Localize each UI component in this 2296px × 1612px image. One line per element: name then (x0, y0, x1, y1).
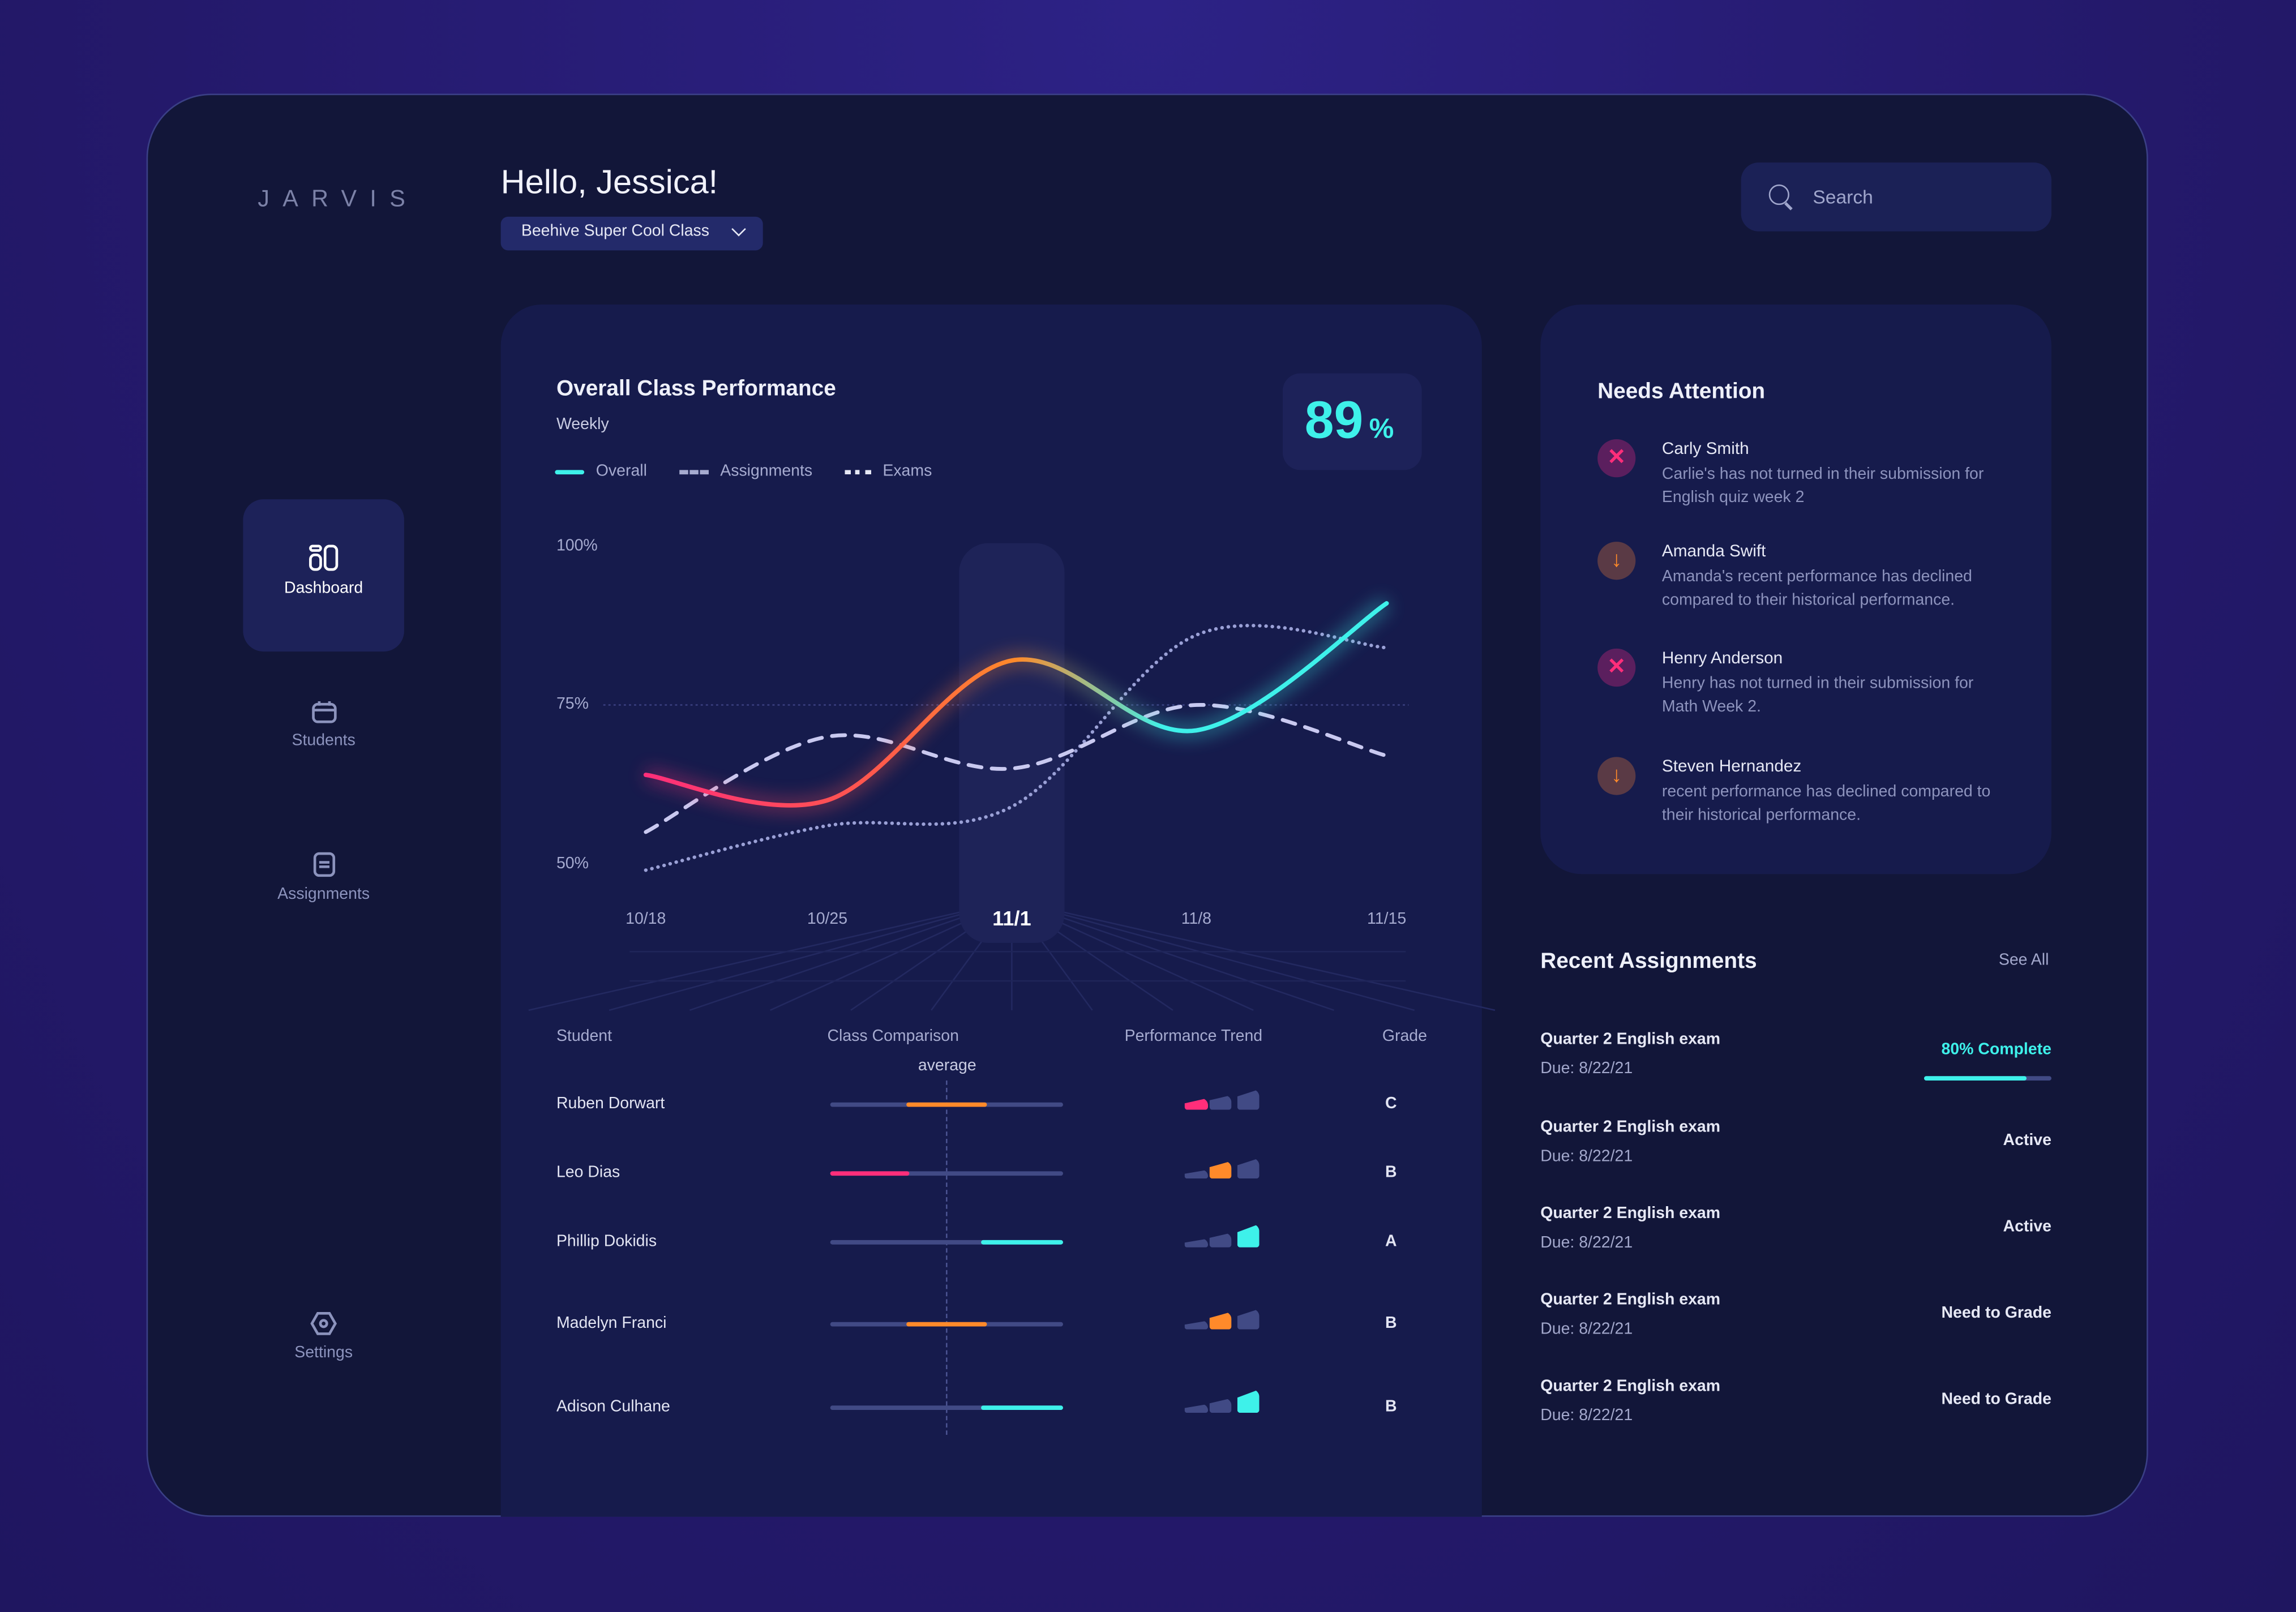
comparison-bar (907, 1103, 986, 1107)
table-header: Grade (1382, 1028, 1427, 1045)
assignment-status: Need to Grade (1817, 1391, 2051, 1408)
assignment-title: Quarter 2 English exam (1540, 1118, 1720, 1136)
assignment-title: Quarter 2 English exam (1540, 1291, 1720, 1309)
y-tick-label: 75% (556, 696, 589, 713)
assignment-title: Quarter 2 English exam (1540, 1378, 1720, 1395)
attention-description: recent performance has declined compared… (1662, 782, 2014, 827)
assignment-due: Due: 8/22/21 (1540, 1321, 1633, 1338)
grade: C (1385, 1095, 1397, 1113)
recent-assignments-title: Recent Assignments (1540, 949, 1757, 974)
highlight-column[interactable] (959, 543, 1064, 943)
attention-student-name[interactable]: Amanda Swift (1662, 543, 1766, 561)
student-name: Ruben Dorwart (556, 1095, 665, 1113)
average-label: average (918, 1057, 976, 1075)
attention-student-name[interactable]: Carly Smith (1662, 441, 1749, 458)
y-tick-label: 50% (556, 855, 589, 873)
assignment-due: Due: 8/22/21 (1540, 1148, 1633, 1165)
table-header: Student (556, 1028, 612, 1045)
assignment-status: Active (1817, 1218, 2051, 1236)
needs-attention-title: Needs Attention (1597, 379, 1765, 404)
see-all-link[interactable]: See All (1999, 951, 2049, 969)
student-name: Leo Dias (556, 1164, 620, 1181)
comparison-bar (982, 1405, 1063, 1410)
arrow-down-icon: ↓ (1597, 542, 1635, 580)
assignment-due: Due: 8/22/21 (1540, 1234, 1633, 1252)
comparison-bar (907, 1322, 986, 1327)
progress-fill (1924, 1076, 2026, 1081)
floor-grid-line (529, 901, 1012, 1010)
attention-description: Henry has not turned in their submission… (1662, 674, 2014, 719)
assignment-title: Quarter 2 English exam (1540, 1205, 1720, 1223)
x-tick-label: 10/18 (602, 911, 689, 928)
assignment-status: Need to Grade (1817, 1305, 2051, 1322)
grade: B (1385, 1164, 1397, 1181)
table-header: Performance Trend (1125, 1028, 1263, 1045)
comparison-bar (830, 1171, 910, 1176)
grade: A (1385, 1233, 1397, 1250)
assignment-due: Due: 8/22/21 (1540, 1407, 1633, 1425)
x-tick-label: 11/8 (1153, 911, 1240, 928)
assignment-title: Quarter 2 English exam (1540, 1031, 1720, 1048)
x-tick-label: 10/25 (783, 911, 871, 928)
x-tick-label: 11/15 (1343, 911, 1430, 928)
table-header: Class Comparison (827, 1028, 958, 1045)
attention-student-name[interactable]: Henry Anderson (1662, 650, 1783, 667)
y-tick-label: 100% (556, 537, 598, 555)
grade: B (1385, 1398, 1397, 1416)
assignment-due: Due: 8/22/21 (1540, 1060, 1633, 1078)
comparison-bar (982, 1240, 1063, 1245)
attention-description: Carlie's has not turned in their submiss… (1662, 464, 2014, 509)
student-name: Madelyn Franci (556, 1315, 667, 1332)
student-name: Phillip Dokidis (556, 1233, 657, 1250)
x-tick-label[interactable]: 11/1 (968, 906, 1056, 929)
arrow-down-icon: ↓ (1597, 757, 1635, 795)
x-icon: ✕ (1597, 439, 1635, 477)
x-icon: ✕ (1597, 649, 1635, 687)
student-name: Adison Culhane (556, 1398, 670, 1416)
grade: B (1385, 1315, 1397, 1332)
assignment-status: 80% Complete (1817, 1041, 2051, 1058)
assignment-status: Active (1817, 1132, 2051, 1150)
attention-student-name[interactable]: Steven Hernandez (1662, 758, 1801, 776)
attention-description: Amanda's recent performance has declined… (1662, 567, 2014, 612)
